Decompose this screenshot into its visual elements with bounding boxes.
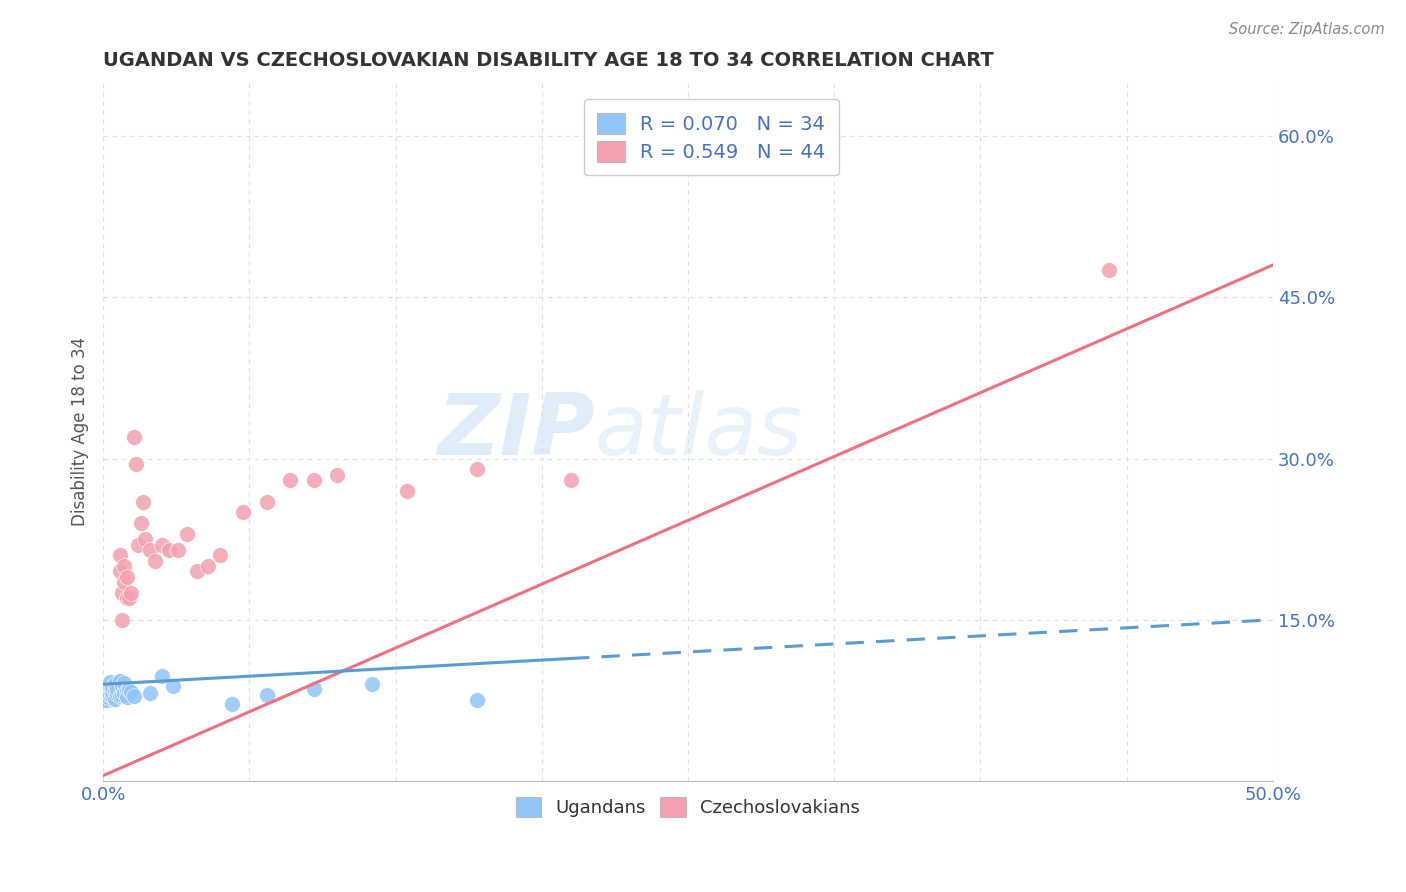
Point: [302, 681, 325, 696]
Point: [115, 683, 138, 698]
Point: [176, 526, 198, 541]
Point: [98, 680, 121, 694]
Point: [97, 693, 120, 707]
Point: [150, 668, 173, 682]
Point: [278, 473, 301, 487]
Point: [256, 688, 278, 702]
Point: [98, 688, 121, 702]
Point: [108, 549, 131, 563]
Point: [104, 692, 127, 706]
Point: [467, 693, 489, 707]
Point: [118, 591, 141, 606]
Point: [112, 686, 135, 700]
Point: [162, 680, 184, 694]
Point: [120, 586, 142, 600]
Point: [122, 430, 145, 444]
Point: [134, 532, 156, 546]
Point: [1098, 263, 1121, 277]
Point: [108, 689, 131, 703]
Text: Source: ZipAtlas.com: Source: ZipAtlas.com: [1229, 22, 1385, 37]
Point: [101, 685, 124, 699]
Point: [118, 682, 141, 697]
Point: [104, 692, 127, 706]
Point: [396, 483, 419, 498]
Point: [167, 542, 190, 557]
Text: UGANDAN VS CZECHOSLOVAKIAN DISABILITY AGE 18 TO 34 CORRELATION CHART: UGANDAN VS CZECHOSLOVAKIAN DISABILITY AG…: [103, 51, 994, 70]
Point: [104, 677, 127, 691]
Point: [361, 677, 384, 691]
Point: [108, 673, 131, 688]
Point: [209, 549, 232, 563]
Point: [150, 537, 173, 551]
Point: [467, 462, 489, 476]
Text: atlas: atlas: [595, 390, 803, 473]
Text: ZIP: ZIP: [437, 390, 595, 473]
Point: [97, 682, 120, 697]
Point: [122, 689, 145, 703]
Point: [98, 677, 121, 691]
Point: [105, 688, 128, 702]
Point: [129, 516, 152, 530]
Point: [94, 686, 117, 700]
Point: [94, 693, 117, 707]
Point: [326, 467, 349, 482]
Point: [111, 680, 134, 694]
Y-axis label: Disability Age 18 to 34: Disability Age 18 to 34: [72, 337, 89, 526]
Point: [104, 680, 127, 694]
Point: [157, 542, 180, 557]
Point: [127, 537, 149, 551]
Point: [105, 687, 128, 701]
Point: [139, 686, 162, 700]
Point: [97, 690, 120, 705]
Point: [98, 675, 121, 690]
Point: [232, 505, 254, 519]
Point: [120, 685, 142, 699]
Point: [111, 688, 134, 702]
Point: [112, 559, 135, 574]
Point: [186, 565, 208, 579]
Point: [143, 554, 166, 568]
Point: [111, 613, 134, 627]
Point: [94, 688, 117, 702]
Point: [101, 681, 124, 695]
Point: [101, 685, 124, 699]
Point: [101, 689, 124, 703]
Point: [115, 570, 138, 584]
Point: [112, 575, 135, 590]
Point: [105, 681, 128, 696]
Legend: Ugandans, Czechoslovakians: Ugandans, Czechoslovakians: [509, 790, 868, 824]
Point: [256, 494, 278, 508]
Point: [560, 473, 582, 487]
Point: [302, 473, 325, 487]
Point: [125, 457, 148, 471]
Point: [197, 559, 219, 574]
Point: [132, 494, 155, 508]
Point: [98, 682, 121, 697]
Point: [112, 676, 135, 690]
Point: [221, 697, 243, 711]
Point: [115, 591, 138, 606]
Point: [111, 586, 134, 600]
Point: [101, 690, 124, 705]
Point: [115, 690, 138, 705]
Point: [108, 565, 131, 579]
Point: [105, 675, 128, 690]
Point: [139, 542, 162, 557]
Point: [104, 683, 127, 698]
